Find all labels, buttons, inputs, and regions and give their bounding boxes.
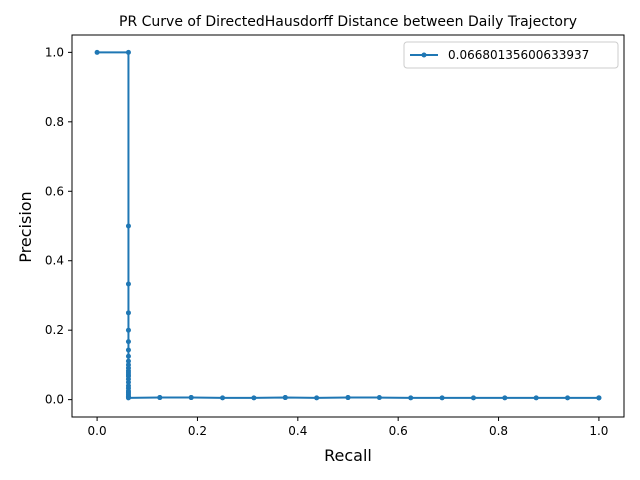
- data-point: [125, 347, 131, 353]
- data-point: [565, 395, 571, 401]
- plot-area-frame: [71, 34, 625, 418]
- y-tick-label: 1.0: [45, 45, 64, 59]
- axis-ticks: 0.0 0.2 0.4 0.6 0.8 1.0 0.0 0.2 0.4 0.6 0.8 1.0: [45, 45, 609, 438]
- data-point: [125, 310, 131, 316]
- data-point: [125, 327, 131, 333]
- data-point: [408, 395, 414, 401]
- x-tick-label: 0.4: [288, 424, 307, 438]
- series-line: [97, 51, 599, 399]
- legend: 0.06680135600633937: [403, 41, 619, 69]
- data-point: [596, 395, 602, 401]
- data-point: [125, 395, 131, 401]
- data-point: [376, 395, 382, 401]
- data-point: [125, 281, 131, 287]
- y-axis-label: Precision: [16, 191, 35, 262]
- data-point: [282, 395, 288, 401]
- data-point: [125, 353, 131, 359]
- series-layer: [94, 49, 602, 401]
- y-tick-label: 0.0: [45, 393, 64, 407]
- data-point: [157, 395, 163, 401]
- data-point: [125, 379, 131, 385]
- y-tick-label: 0.8: [45, 115, 64, 129]
- x-tick-label: 0.6: [389, 424, 408, 438]
- legend-point-marker: [421, 52, 427, 58]
- data-point: [125, 339, 131, 345]
- data-point: [125, 49, 131, 55]
- data-point: [251, 395, 257, 401]
- x-axis-label: Recall: [324, 446, 372, 465]
- data-point: [439, 395, 445, 401]
- data-point: [533, 395, 539, 401]
- legend-box: [403, 41, 619, 69]
- data-point: [125, 358, 131, 364]
- data-point: [94, 49, 100, 55]
- chart-title: PR Curve of DirectedHausdorff Distance b…: [119, 14, 577, 30]
- y-tick-label: 0.2: [45, 323, 64, 337]
- x-tick-label: 0.8: [489, 424, 508, 438]
- data-point: [125, 223, 131, 229]
- y-tick-label: 0.4: [45, 254, 64, 268]
- data-point: [345, 395, 351, 401]
- data-point: [502, 395, 508, 401]
- data-point: [314, 395, 320, 401]
- x-tick-label: 1.0: [589, 424, 608, 438]
- x-tick-label: 0.0: [88, 424, 107, 438]
- data-point: [220, 395, 226, 401]
- legend-label: 0.06680135600633937: [448, 48, 589, 62]
- data-point: [188, 395, 194, 401]
- data-point: [470, 395, 476, 401]
- y-tick-label: 0.6: [45, 184, 64, 198]
- x-tick-label: 0.2: [188, 424, 207, 438]
